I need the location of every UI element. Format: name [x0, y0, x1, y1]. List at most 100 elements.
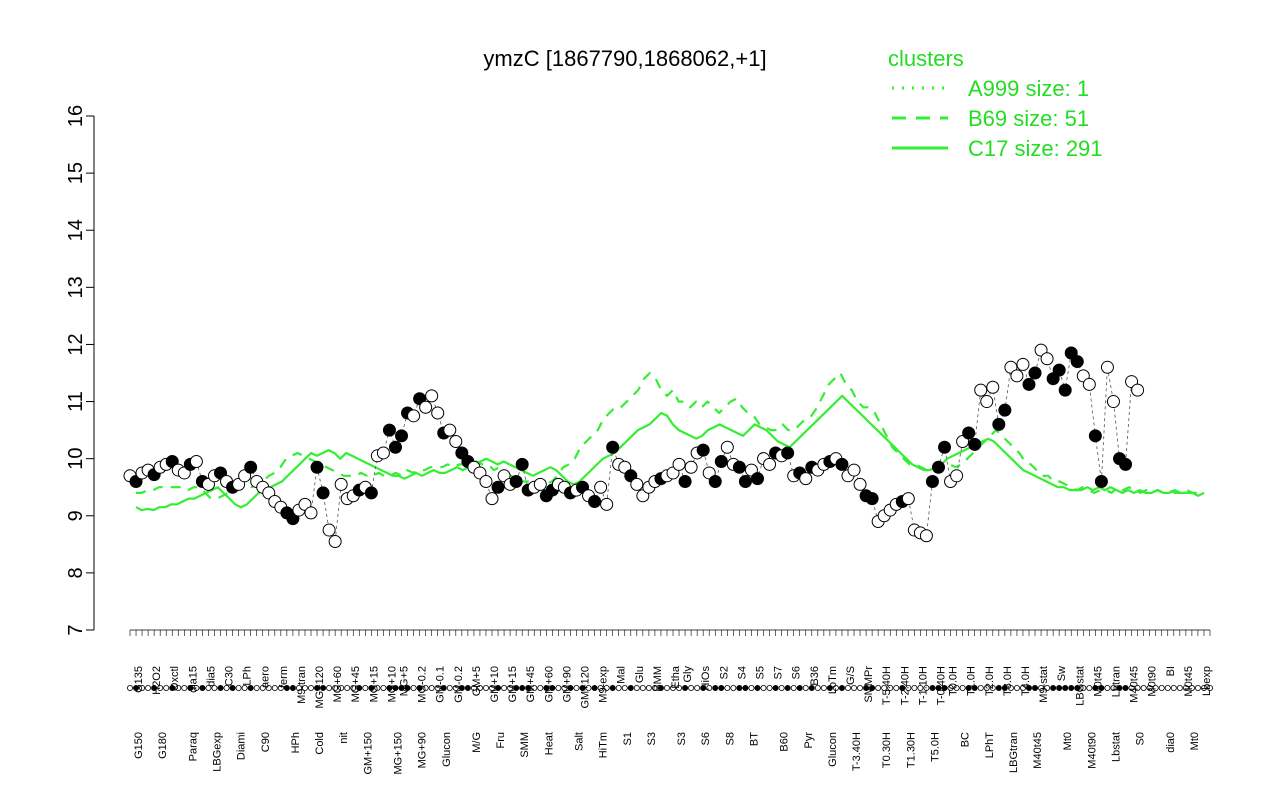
- x-marker: [525, 685, 532, 692]
- x-tick-label: H2O2: [151, 666, 163, 695]
- x-tick-label: ferm: [278, 666, 290, 688]
- x-tick-label: MG+10: [386, 666, 398, 702]
- x-tick-label: S8: [724, 732, 736, 745]
- data-point: [847, 463, 861, 477]
- x-marker: [1134, 685, 1141, 692]
- data-point: [479, 475, 493, 489]
- x-marker: [332, 685, 339, 692]
- x-marker: [609, 685, 616, 692]
- data-point: [799, 472, 813, 486]
- x-marker: [199, 685, 206, 692]
- x-marker: [1062, 685, 1069, 692]
- x-marker: [1098, 685, 1105, 692]
- x-marker: [1140, 685, 1147, 692]
- data-point: [1070, 355, 1084, 369]
- data-point: [189, 455, 203, 469]
- data-point: [962, 426, 976, 440]
- x-marker: [1128, 685, 1135, 692]
- data-point: [419, 400, 433, 414]
- data-point: [986, 380, 1000, 394]
- x-marker: [362, 685, 369, 692]
- x-marker: [724, 685, 731, 692]
- x-tick-label: Salt: [574, 732, 586, 751]
- x-tick-label: dia5: [205, 666, 217, 687]
- x-marker: [844, 685, 851, 692]
- x-marker: [392, 685, 399, 692]
- x-marker: [772, 685, 779, 692]
- x-marker: [320, 685, 327, 692]
- x-marker: [386, 685, 393, 692]
- x-tick-label: LBGstat: [1074, 666, 1086, 706]
- x-marker: [923, 685, 930, 692]
- x-tick-label: MG+5: [399, 666, 411, 696]
- data-point: [588, 495, 602, 508]
- x-marker: [1019, 685, 1026, 692]
- x-tick-label: GM+10: [489, 666, 501, 702]
- x-marker: [127, 685, 134, 692]
- data-point: [835, 457, 849, 471]
- x-marker: [573, 685, 580, 692]
- x-marker: [476, 685, 483, 692]
- x-marker: [911, 685, 918, 692]
- data-point: [925, 475, 939, 489]
- x-marker: [428, 685, 435, 692]
- legend-title: clusters: [888, 46, 964, 71]
- x-marker: [211, 685, 218, 692]
- x-marker: [971, 685, 978, 692]
- x-tick-label: LBGexp: [212, 732, 224, 772]
- x-tick-label: BT: [748, 732, 760, 746]
- x-marker: [555, 685, 562, 692]
- x-tick-label: Heat: [543, 732, 555, 755]
- x-marker: [464, 685, 471, 692]
- x-tick-label: B60: [779, 732, 791, 752]
- x-tick-label: M9-exp: [598, 666, 610, 703]
- x-tick-label: M/G: [471, 732, 483, 753]
- x-tick-label: T2.0H: [984, 666, 996, 696]
- x-marker: [832, 685, 839, 692]
- legend-label: B69 size: 51: [968, 106, 1089, 131]
- x-marker: [615, 685, 622, 692]
- x-marker: [295, 685, 302, 692]
- data-point: [304, 506, 318, 520]
- x-tick-label: T0.30H: [881, 732, 893, 768]
- x-marker: [1086, 685, 1093, 692]
- data-point: [672, 457, 686, 471]
- x-tick-label: MG+45: [350, 666, 362, 702]
- x-tick-label: GM+150: [362, 732, 374, 775]
- legend-label: C17 size: 291: [968, 136, 1103, 161]
- data-point: [714, 455, 728, 469]
- x-tick-label: Lbstat: [1110, 732, 1122, 762]
- x-tick-label: G150: [133, 732, 145, 759]
- data-point: [1040, 352, 1054, 366]
- x-marker: [778, 685, 785, 692]
- x-tick-label: LPhT: [984, 732, 996, 759]
- x-marker: [489, 685, 496, 692]
- y-tick-label: 13: [65, 276, 87, 298]
- legend-label: A999 size: 1: [968, 76, 1089, 101]
- x-tick-label: HiTm: [598, 732, 610, 758]
- x-marker: [808, 685, 815, 692]
- x-tick-label: MG-0.2: [417, 666, 429, 703]
- x-marker: [688, 685, 695, 692]
- data-point: [1082, 377, 1096, 391]
- x-tick-label: Gly: [682, 666, 694, 683]
- x-marker: [820, 685, 827, 692]
- x-marker: [356, 685, 363, 692]
- x-tick-label: M0t45: [1092, 666, 1104, 697]
- x-marker: [1182, 685, 1189, 692]
- x-tick-label: T4.0H: [1020, 666, 1032, 696]
- x-marker: [1044, 685, 1051, 692]
- x-marker: [531, 685, 538, 692]
- x-marker: [730, 685, 737, 692]
- data-point: [382, 423, 396, 437]
- x-marker: [995, 685, 1002, 692]
- data-point: [533, 477, 547, 491]
- data-point: [244, 460, 258, 474]
- x-tick-label: S3: [676, 732, 688, 745]
- x-marker: [627, 685, 634, 692]
- x-tick-label: BMM: [652, 666, 664, 692]
- x-tick-label: Diami: [236, 732, 248, 760]
- x-marker: [694, 685, 701, 692]
- x-tick-label: LoTm: [827, 666, 839, 694]
- x-marker: [869, 685, 876, 692]
